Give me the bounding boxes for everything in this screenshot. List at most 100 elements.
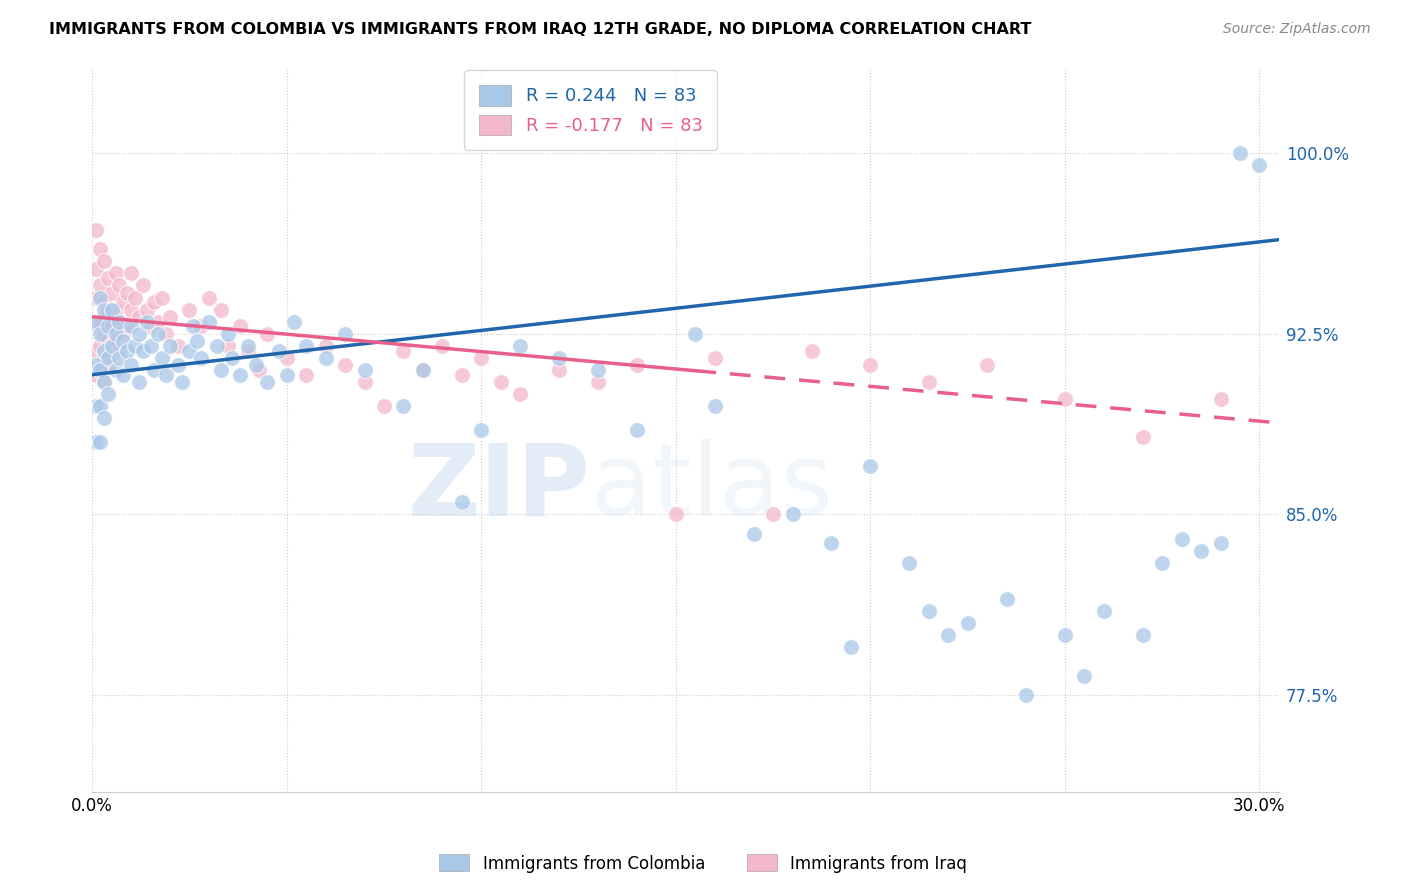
Point bbox=[412, 363, 434, 377]
Point bbox=[190, 351, 212, 365]
Text: ZIP: ZIP bbox=[408, 440, 591, 536]
Point bbox=[295, 339, 318, 353]
Point bbox=[256, 326, 278, 341]
Point bbox=[742, 526, 765, 541]
Text: IMMIGRANTS FROM COLOMBIA VS IMMIGRANTS FROM IRAQ 12TH GRADE, NO DIPLOMA CORRELAT: IMMIGRANTS FROM COLOMBIA VS IMMIGRANTS F… bbox=[49, 22, 1032, 37]
Point bbox=[333, 326, 356, 341]
Point bbox=[93, 375, 115, 389]
Point bbox=[89, 363, 111, 377]
Point bbox=[432, 339, 454, 353]
Point bbox=[170, 375, 193, 389]
Point bbox=[93, 302, 115, 317]
Point bbox=[108, 278, 131, 293]
Point bbox=[256, 375, 278, 389]
Point bbox=[1249, 158, 1271, 172]
Text: atlas: atlas bbox=[591, 440, 832, 536]
Point bbox=[205, 339, 228, 353]
Point bbox=[89, 278, 111, 293]
Point bbox=[626, 423, 648, 437]
Point bbox=[626, 358, 648, 372]
Point bbox=[703, 351, 725, 365]
Point bbox=[198, 291, 221, 305]
Point bbox=[1152, 556, 1174, 570]
Point bbox=[143, 363, 166, 377]
Point bbox=[1053, 628, 1076, 642]
Point bbox=[1132, 628, 1154, 642]
Point bbox=[139, 339, 162, 353]
Point bbox=[84, 291, 107, 305]
Point bbox=[124, 291, 146, 305]
Point bbox=[1015, 688, 1038, 702]
Point bbox=[186, 334, 208, 348]
Point bbox=[135, 302, 157, 317]
Point bbox=[97, 387, 120, 401]
Point bbox=[84, 368, 107, 382]
Point bbox=[97, 358, 120, 372]
Point bbox=[89, 291, 111, 305]
Point bbox=[198, 315, 221, 329]
Point bbox=[93, 351, 115, 365]
Point bbox=[586, 375, 609, 389]
Point bbox=[115, 319, 138, 334]
Point bbox=[683, 326, 706, 341]
Point bbox=[1132, 430, 1154, 444]
Point bbox=[373, 399, 395, 413]
Point bbox=[155, 326, 177, 341]
Point bbox=[100, 285, 122, 300]
Point bbox=[120, 358, 142, 372]
Point bbox=[548, 351, 571, 365]
Point bbox=[84, 319, 107, 334]
Point bbox=[93, 295, 115, 310]
Point bbox=[183, 319, 205, 334]
Text: Source: ZipAtlas.com: Source: ZipAtlas.com bbox=[1223, 22, 1371, 37]
Point bbox=[209, 302, 232, 317]
Point bbox=[93, 254, 115, 268]
Point bbox=[97, 319, 120, 334]
Point bbox=[100, 339, 122, 353]
Point bbox=[229, 368, 252, 382]
Point bbox=[84, 315, 107, 329]
Point bbox=[333, 358, 356, 372]
Point bbox=[115, 343, 138, 358]
Point bbox=[190, 319, 212, 334]
Point bbox=[143, 295, 166, 310]
Point bbox=[217, 326, 239, 341]
Point bbox=[1209, 392, 1232, 406]
Point bbox=[97, 302, 120, 317]
Point bbox=[97, 351, 120, 365]
Point bbox=[295, 368, 318, 382]
Point bbox=[1053, 392, 1076, 406]
Point bbox=[489, 375, 512, 389]
Point bbox=[820, 536, 842, 550]
Point bbox=[1189, 543, 1212, 558]
Point bbox=[509, 339, 531, 353]
Point bbox=[93, 411, 115, 425]
Point bbox=[209, 363, 232, 377]
Point bbox=[84, 358, 107, 372]
Point bbox=[276, 351, 298, 365]
Point bbox=[509, 387, 531, 401]
Point bbox=[859, 358, 882, 372]
Point bbox=[859, 459, 882, 474]
Point bbox=[1170, 532, 1192, 546]
Point bbox=[100, 319, 122, 334]
Point bbox=[229, 319, 252, 334]
Point bbox=[548, 363, 571, 377]
Point bbox=[89, 399, 111, 413]
Point bbox=[128, 375, 150, 389]
Point bbox=[392, 343, 415, 358]
Point bbox=[166, 339, 188, 353]
Point bbox=[89, 363, 111, 377]
Point bbox=[104, 302, 127, 317]
Point bbox=[93, 343, 115, 358]
Point bbox=[898, 556, 921, 570]
Point bbox=[150, 291, 173, 305]
Point bbox=[353, 375, 375, 389]
Point bbox=[97, 271, 120, 285]
Point bbox=[221, 351, 243, 365]
Point bbox=[166, 358, 188, 372]
Point bbox=[89, 326, 111, 341]
Point bbox=[179, 343, 201, 358]
Point bbox=[956, 615, 979, 630]
Point bbox=[120, 302, 142, 317]
